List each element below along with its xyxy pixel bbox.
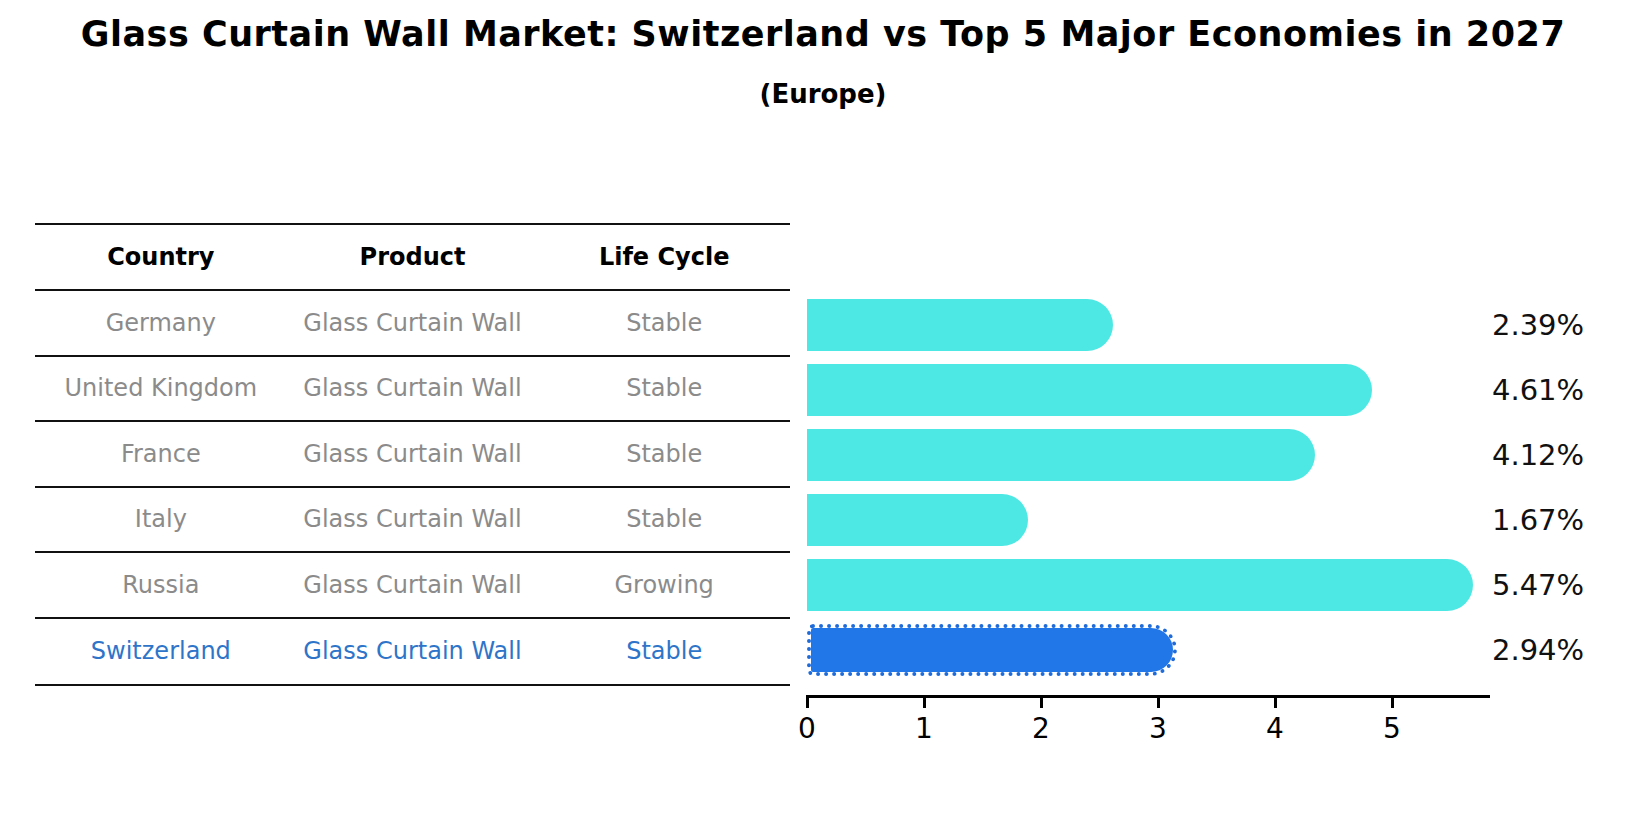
value-label-russia: 5.47% (1492, 568, 1622, 602)
bar-italy (807, 494, 1028, 546)
data-table: Country Product Life Cycle GermanyGlass … (35, 223, 790, 686)
page-title: Glass Curtain Wall Market: Switzerland v… (0, 14, 1646, 54)
x-tick-5 (1391, 698, 1394, 708)
x-tick-label-0: 0 (777, 712, 837, 745)
table-row-italy: ItalyGlass Curtain WallStable (35, 488, 790, 554)
chart-page: Glass Curtain Wall Market: Switzerland v… (0, 0, 1646, 823)
value-label-germany: 2.39% (1492, 308, 1622, 342)
x-tick-4 (1274, 698, 1277, 708)
table-row-russia: RussiaGlass Curtain WallGrowing (35, 553, 790, 619)
country-cell: Italy (35, 505, 287, 533)
bar-united-kingdom (807, 364, 1372, 416)
life-cycle-cell: Stable (538, 374, 790, 402)
country-cell: Switzerland (35, 637, 287, 665)
country-cell: Germany (35, 309, 287, 337)
x-tick-label-5: 5 (1362, 712, 1422, 745)
table-header-country: Country (35, 243, 287, 271)
table-row-switzerland: SwitzerlandGlass Curtain WallStable (35, 619, 790, 685)
country-cell: Russia (35, 571, 287, 599)
bar-germany (807, 299, 1113, 351)
product-cell: Glass Curtain Wall (287, 374, 539, 402)
x-tick-0 (806, 698, 809, 708)
table-header-life-cycle: Life Cycle (538, 243, 790, 271)
x-tick-label-1: 1 (894, 712, 954, 745)
value-label-france: 4.12% (1492, 438, 1622, 472)
x-tick-label-3: 3 (1128, 712, 1188, 745)
x-tick-2 (1040, 698, 1043, 708)
table-row-united-kingdom: United KingdomGlass Curtain WallStable (35, 357, 790, 423)
table-header-row: Country Product Life Cycle (35, 225, 790, 291)
life-cycle-cell: Stable (538, 637, 790, 665)
bar-russia (807, 559, 1473, 611)
value-label-united-kingdom: 4.61% (1492, 373, 1622, 407)
table-row-germany: GermanyGlass Curtain WallStable (35, 291, 790, 357)
product-cell: Glass Curtain Wall (287, 637, 539, 665)
product-cell: Glass Curtain Wall (287, 505, 539, 533)
table-row-france: FranceGlass Curtain WallStable (35, 422, 790, 488)
life-cycle-cell: Stable (538, 440, 790, 468)
x-tick-3 (1157, 698, 1160, 708)
value-label-switzerland: 2.94% (1492, 633, 1622, 667)
country-cell: United Kingdom (35, 374, 287, 402)
life-cycle-cell: Stable (538, 505, 790, 533)
life-cycle-cell: Stable (538, 309, 790, 337)
page-subtitle: (Europe) (0, 79, 1646, 109)
bar-france (807, 429, 1315, 481)
table-header-product: Product (287, 243, 539, 271)
product-cell: Glass Curtain Wall (287, 440, 539, 468)
product-cell: Glass Curtain Wall (287, 309, 539, 337)
life-cycle-cell: Growing (538, 571, 790, 599)
product-cell: Glass Curtain Wall (287, 571, 539, 599)
value-label-italy: 1.67% (1492, 503, 1622, 537)
country-cell: France (35, 440, 287, 468)
x-tick-label-2: 2 (1011, 712, 1071, 745)
x-tick-label-4: 4 (1245, 712, 1305, 745)
x-axis-line (806, 695, 1490, 698)
x-tick-1 (923, 698, 926, 708)
bar-switzerland (807, 624, 1177, 676)
